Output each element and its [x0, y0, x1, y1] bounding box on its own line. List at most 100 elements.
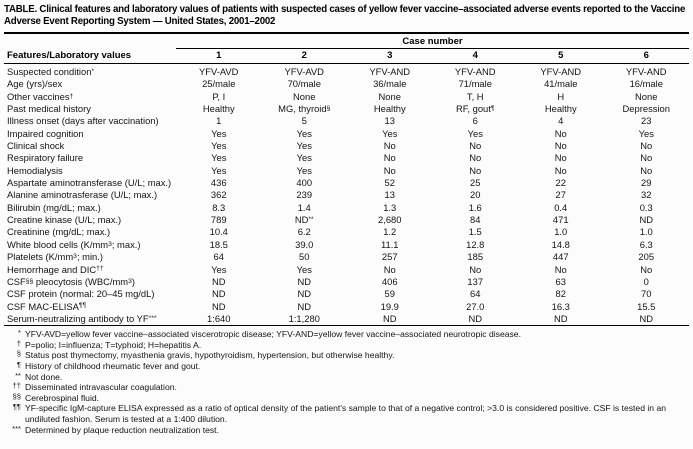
cell-value: 25/male [202, 78, 236, 90]
cell-value: Yes [296, 164, 312, 176]
table-row: Bilirubin (mg/dL; max.) 8.3 1.4 1.3 1.6 0.4 0.… [4, 202, 689, 214]
footnote-marker: ¶¶ [12, 402, 21, 412]
footnote-reference-mark: 3 [73, 253, 77, 260]
cell-value: ND** [294, 214, 314, 226]
row-label: Impaired cognition [7, 127, 84, 139]
cell-value: 447 [552, 251, 569, 263]
table-row: Hemodialysis Yes Yes No No No No [4, 165, 689, 177]
cell-value: 0 [643, 275, 649, 287]
cell-value: 70/male [287, 78, 321, 90]
document-page: TABLE. Clinical features and laboratory … [4, 4, 689, 435]
cell-value: Yes [296, 263, 312, 275]
cell-value: YFV-AVD [284, 66, 324, 77]
cell-value: Yes [638, 127, 654, 139]
footnote: †† Disseminated intravascular coagulation… [4, 381, 689, 393]
footnote: † P=polio; I=influenza; T=typhoid; H=hepa… [4, 339, 689, 351]
title-rule [4, 32, 689, 34]
cell-value: No [383, 152, 396, 164]
cell-value: 16/male [629, 78, 663, 90]
cell-value: No [554, 152, 567, 164]
footnote-marker: * [18, 328, 21, 338]
row-label: Alanine aminotrasferase (U/L; max.) [7, 189, 158, 201]
cell-value: YFV-AND [369, 66, 411, 77]
table-row: Hemorrhage and DIC†† Yes Yes No No No No [4, 264, 689, 276]
cell-value: Yes [211, 127, 227, 139]
table-row: CSF protein (normal: 20–45 mg/dL) ND ND 59 6… [4, 288, 689, 300]
row-label: Clinical shock [7, 140, 65, 152]
cell-value: 1:1,280 [288, 312, 320, 324]
cell-value: 15.5 [637, 300, 656, 312]
case-number-column-header: 2 [261, 48, 347, 64]
cell-value: 1.0 [554, 226, 568, 238]
cell-value: T, H [466, 90, 484, 102]
cell-value: 20 [470, 189, 481, 201]
cell-value: None [293, 90, 316, 102]
cell-value: 471 [552, 214, 569, 226]
table-row: Age (yrs)/sex 25/male 70/male 36/male 71/mal… [4, 78, 689, 90]
cell-value: 8.3 [212, 201, 226, 213]
cell-value: 1.4 [297, 201, 311, 213]
cell-value: 239 [296, 189, 313, 201]
table-row: Platelets (K/mm3; min.) 64 50 257 185 447 205 [4, 251, 689, 263]
cell-value: RF, gout¶ [455, 103, 495, 115]
row-label: Suspected condition* [7, 66, 95, 77]
cell-value: 50 [299, 251, 310, 263]
cell-value: No [469, 152, 482, 164]
features-column-header: Features/Laboratory values [4, 48, 176, 64]
row-label: Respiratory failure [7, 152, 84, 164]
case-number-column-header: 4 [432, 48, 518, 64]
footnote-reference-mark: † [69, 92, 74, 100]
cell-value: 0.4 [554, 201, 568, 213]
cell-value: 63 [555, 275, 566, 287]
row-label: Past medical history [7, 103, 91, 115]
footnote-reference-mark: § [326, 104, 331, 112]
row-label: Creatine kinase (U/L; max.) [7, 214, 122, 226]
footnote-reference-mark: 3 [108, 240, 112, 248]
cell-value: No [554, 140, 567, 152]
footnote-reference-mark: 3 [128, 277, 132, 285]
cell-value: Depression [622, 103, 670, 115]
table-row: CSF MAC-ELISA¶¶ ND ND 19.9 27.0 16.3 15.5 [4, 301, 689, 313]
cell-value: 185 [467, 251, 484, 263]
cell-value: ND [211, 288, 226, 300]
cell-value: 41/male [544, 78, 578, 90]
cell-value: 1:640 [207, 312, 231, 324]
cell-value: 29 [641, 177, 652, 189]
table-row: Creatinine (mg/dL; max.) 10.4 6.2 1.2 1.5 1.0… [4, 226, 689, 238]
footnote-marker: §§ [12, 391, 21, 401]
row-label: Creatinine (mg/dL; max.) [7, 226, 111, 238]
footnote-text: Status post thymectomy, myasthenia gravi… [25, 350, 395, 361]
cell-value: 13 [384, 189, 395, 201]
cell-value: Yes [211, 152, 227, 164]
cell-value: ND [468, 312, 483, 324]
case-number-column-header: 6 [603, 48, 689, 64]
cell-value: 84 [470, 214, 481, 226]
cell-value: 406 [381, 275, 398, 287]
table-row: Aspartate aminotransferase (U/L; max.) 43… [4, 177, 689, 189]
row-label: CSF protein (normal: 20–45 mg/dL) [7, 288, 155, 300]
cell-value: 6 [472, 115, 478, 127]
row-label: Aspartate aminotransferase (U/L; max.) [7, 177, 172, 189]
cell-value: 789 [210, 214, 227, 226]
cell-value: No [383, 140, 396, 152]
cell-value: P, I [212, 90, 226, 102]
cell-value: ND [297, 275, 312, 287]
cell-value: No [640, 263, 653, 275]
footnote-reference-mark: * [91, 67, 95, 75]
footnote: ¶¶ YF-specific IgM-capture ELISA expresse… [4, 402, 689, 424]
cell-value: 436 [210, 177, 227, 189]
cell-value: 257 [381, 251, 398, 263]
cell-value: 137 [467, 275, 484, 287]
cell-value: Yes [211, 140, 227, 152]
cell-value: 10.4 [209, 226, 228, 238]
table-row: Respiratory failure Yes Yes No No No No [4, 152, 689, 164]
cell-value: ND [639, 312, 654, 324]
cell-value: MG, thyroid§ [278, 103, 331, 115]
cell-value: ND [297, 300, 312, 312]
cell-value: ND [553, 312, 568, 324]
cell-value: 23 [641, 115, 652, 127]
cell-value: Healthy [202, 103, 235, 115]
cell-value: 1.5 [468, 226, 482, 238]
footnote-text: Not done. [25, 371, 63, 382]
